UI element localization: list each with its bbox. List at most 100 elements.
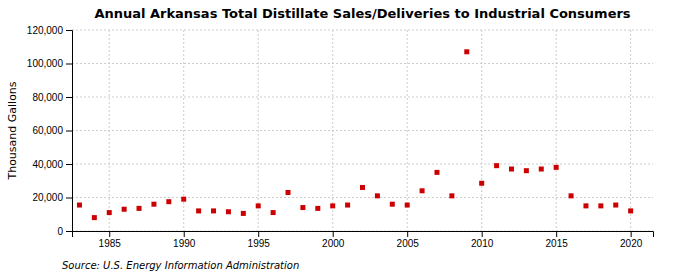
point [479,181,484,186]
y-axis-label: Thousand Gallons [6,81,19,180]
y-tick-label: 100,000 [27,58,64,69]
point [151,202,156,207]
x-grid-line [407,30,408,231]
y-tick-label: 120,000 [27,25,64,36]
point [241,211,246,216]
x-tick-label: 1985 [99,238,122,249]
y-tick: 80,000 [32,92,72,103]
x-tick-mark [556,231,557,237]
y-tick: 20,000 [32,192,72,203]
y-tick-mark [66,164,72,165]
y-tick-mark [66,231,72,232]
x-tick-mark [184,231,185,237]
y-grid-line [72,197,653,198]
point [494,163,499,168]
point [330,203,335,208]
y-tick: 120,000 [27,25,72,36]
point [509,167,514,172]
x-tick-mark [631,231,632,237]
point [524,168,529,173]
x-grid-line [556,30,557,231]
x-tick: 1995 [248,231,271,249]
y-tick-mark [66,64,72,65]
point [92,215,97,220]
point [181,197,186,202]
y-grid-line [72,63,653,64]
point [315,206,320,211]
point [122,207,127,212]
y-axis-line [66,31,73,232]
point [405,203,410,208]
y-tick: 0 [57,226,72,237]
point [420,188,425,193]
y-tick-label: 20,000 [32,192,63,203]
x-grid-line [481,30,482,231]
x-tick-label: 1990 [173,238,196,249]
point [271,210,276,215]
point [628,208,633,213]
point [345,203,350,208]
point [554,165,559,170]
point [196,208,201,213]
plot: 1985 1990 1995 2000 2005 2010 2015 2020 0 20,000 4… [27,25,654,249]
x-tick-label: 2010 [471,238,494,249]
x-grid-line [258,30,259,231]
x-tick-label: 2015 [546,238,569,249]
y-axis: 0 20,000 40,000 60,000 80,000 100,000 120,000 [27,25,73,237]
point [464,49,469,54]
x-tick: 2020 [620,231,643,249]
y-grid-line [72,97,653,98]
point [256,203,261,208]
x-tick: 1990 [173,231,196,249]
point [613,203,618,208]
point [583,203,588,208]
x-grid-line [109,30,110,231]
x-tick-mark [333,231,334,237]
y-tick: 100,000 [27,58,72,69]
x-tick-label: 2000 [322,238,345,249]
x-grid-line [332,30,333,231]
x-tick: 2005 [397,231,420,249]
x-tick-mark [482,231,483,237]
point [226,209,231,214]
point [449,193,454,198]
point [211,208,216,213]
x-tick: 2000 [322,231,345,249]
y-tick-label: 40,000 [32,159,63,170]
point [569,193,574,198]
point [286,190,291,195]
source: Source: U.S. Energy Information Administ… [62,260,299,271]
point [77,203,82,208]
points [77,49,633,220]
point [375,193,380,198]
point [390,202,395,207]
y-grid-line [72,30,653,31]
x-tick-mark [407,231,408,237]
y-tick-mark [66,198,72,199]
x-tick-label: 2005 [397,238,420,249]
y-tick: 60,000 [32,125,72,136]
y-tick-label: 60,000 [32,125,63,136]
x-tick: 1985 [99,231,122,249]
x-tick-mark [109,231,110,237]
x-axis-line [73,232,654,238]
x-tick-label: 1995 [248,238,271,249]
chart: 1985 1990 1995 2000 2005 2010 2015 2020 0 20,000 4… [0,0,675,275]
point [107,210,112,215]
x-tick-mark [258,231,259,237]
x-tick: 2015 [546,231,569,249]
x-grid-line [630,30,631,231]
x-tick-label: 2020 [620,238,643,249]
y-tick-mark [66,131,72,132]
y-grid-line [72,130,653,131]
point [300,205,305,210]
point [137,206,142,211]
title: Annual Arkansas Total Distillate Sales/D… [94,6,630,21]
grid [72,30,653,231]
point [539,167,544,172]
point [166,199,171,204]
y-grid-line [72,164,653,165]
point [360,185,365,190]
x-axis: 1985 1990 1995 2000 2005 2010 2015 2020 [73,231,654,249]
x-tick: 2010 [471,231,494,249]
